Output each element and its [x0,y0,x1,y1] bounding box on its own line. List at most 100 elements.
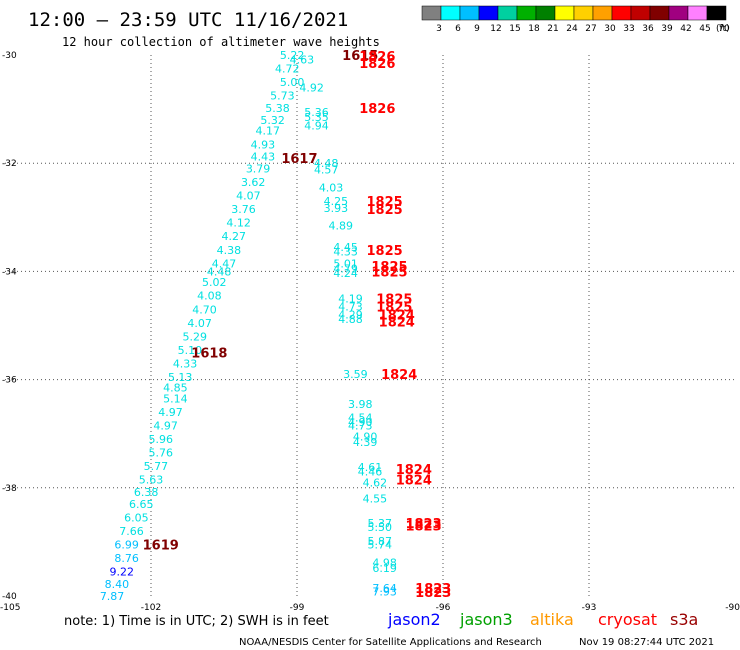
wave-height-value: 4.72 [275,63,300,76]
wave-height-value: 4.03 [319,182,344,195]
satellite-legend-altika: altika [530,610,574,629]
pass-time-label: 1824 [396,463,432,478]
scale-swatch [478,5,499,21]
wave-height-value: 4.25 [324,195,349,208]
pass-time-label: 1824 [379,316,415,331]
wave-height-value: 3.79 [246,163,271,176]
wave-height-value: 4.92 [299,81,324,94]
wave-height-value: 4.90 [348,416,373,429]
wave-height-value: 4.46 [358,466,383,479]
scale-swatch [421,5,442,21]
wave-height-value: 4.73 [348,420,373,433]
wave-height-value: 5.22 [280,49,305,62]
wave-height-value: 4.89 [329,219,354,232]
color-scale-legend: 3 6 9 12 15 18 21 24 27 30 33 36 39 42 45 70 [421,5,730,34]
wave-height-value: 3.62 [241,176,266,189]
scale-label: 39 [661,24,673,34]
wave-height-value: 7.93 [372,586,397,599]
wave-height-points: 5.224.634.725.004.92 5.735.38 5.36 5.32 5.35… [100,49,397,603]
wave-height-value: 4.85 [163,382,188,395]
wave-height-value: 5.35 [304,111,329,124]
wave-height-value: 5.29 [183,330,208,343]
scale-label: 12 [490,24,501,34]
wave-height-value: 6.99 [114,539,139,552]
wave-height-value: 5.96 [148,433,173,446]
wave-height-value: 4.55 [363,493,388,506]
scale-label: 30 [604,24,616,34]
wave-height-value: 4.43 [251,151,276,164]
wave-height-value: 4.38 [217,244,242,257]
wave-height-value: 5.02 [202,276,227,289]
wave-height-value: 3.59 [343,368,368,381]
wave-height-value: 4.12 [226,217,251,230]
scale-swatch [706,5,727,21]
wave-height-value: 4.90 [353,430,378,443]
wave-height-value: 4.63 [290,53,315,66]
wave-height-value: 4.24 [333,267,358,280]
scale-swatch [592,5,613,21]
satellite-legend-cryosat: cryosat [598,610,657,629]
wave-height-value: 6.65 [129,498,154,511]
wave-height-value: 4.07 [187,317,212,330]
scale-label: 18 [528,24,540,34]
wave-height-value: 5.00 [280,76,305,89]
wave-height-value: 4.33 [333,245,358,258]
scale-label: 3 [436,24,442,34]
scale-label: 21 [547,24,558,34]
wave-height-value: 4.57 [314,164,339,177]
pass-time-label: 1826 [359,102,395,117]
wave-height-value: 5.01 [333,257,358,270]
scale-label: 36 [642,24,654,34]
wave-height-value: 4.45 [333,241,358,254]
wave-height-value: 4.88 [338,313,363,326]
wave-height-value: 4.70 [192,303,217,316]
wave-height-value: 4.94 [304,119,329,132]
satellite-legend: jason2 jason3 altika cryosat s3a [387,610,698,629]
chart-title: 12:00 — 23:59 UTC 11/16/2021 [28,9,348,31]
pass-time-label: 1615 [342,49,378,64]
wave-height-value: 5.10 [178,344,203,357]
wave-height-value: 4.47 [212,257,237,270]
pass-time-label: 1826 [359,50,395,65]
scale-label: 45 [699,24,710,34]
x-tick-label: -105 [0,603,20,613]
wave-height-value: 4.29 [338,309,363,322]
pass-time-label: 1619 [143,539,179,554]
pass-time-label: 1618 [191,347,227,362]
scale-unit: (ft) [716,24,730,34]
wave-height-value: 5.73 [270,90,295,103]
wave-height-value: 4.39 [353,436,378,449]
footer-timestamp: Nov 19 08:27:44 UTC 2021 [579,637,714,648]
y-tick-label: -32 [2,159,17,169]
wave-height-value: 4.54 [348,411,373,424]
scale-swatch [497,5,518,21]
pass-time-label: 1825 [367,195,403,210]
pass-time-label: 1823 [415,586,451,601]
pass-time-label: 1826 [359,57,395,72]
wave-height-value: 5.87 [367,535,392,548]
x-tick-label: -102 [141,603,161,613]
pass-time-label: 1824 [379,309,415,324]
scale-swatch [649,5,670,21]
wave-height-value: 4.07 [236,190,261,203]
pass-time-label: 1824 [396,474,432,489]
time-labels: 1615182618261826161718251825182518251825… [143,49,452,601]
y-tick-label: -36 [2,376,17,386]
scale-label: 15 [509,24,520,34]
scale-label: 42 [680,24,691,34]
wave-height-value: 4.97 [153,420,178,433]
footer-credit: NOAA/NESDIS Center for Satellite Applica… [239,637,542,648]
wave-height-value: 4.17 [256,125,281,138]
wave-height-value: 7.87 [100,590,125,603]
scale-swatch [668,5,689,21]
y-tick-label: -30 [2,51,17,61]
scale-swatch [440,5,461,21]
scale-label: 33 [623,24,634,34]
wave-height-value: 4.08 [197,290,222,303]
wave-height-value: 4.48 [207,265,232,278]
wave-height-value: 6.38 [134,486,159,499]
wave-height-value: 4.27 [221,230,246,243]
scale-swatch [573,5,594,21]
wave-height-value: 7.66 [119,525,144,538]
